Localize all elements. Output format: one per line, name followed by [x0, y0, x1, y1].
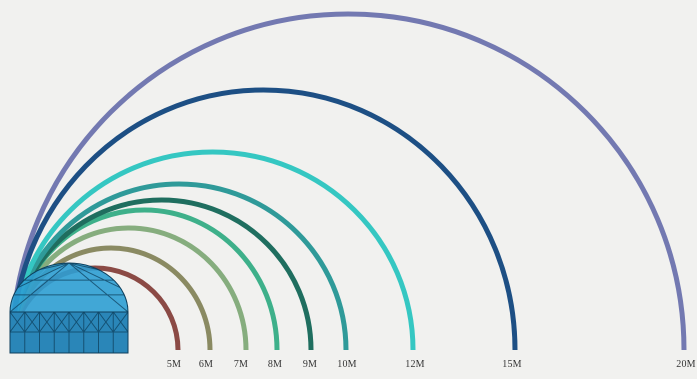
size-label-20m: 20M [676, 359, 696, 370]
size-label-6m: 6M [199, 359, 213, 370]
size-label-8m: 8M [268, 359, 282, 370]
geodesic-dome-icon [10, 263, 128, 353]
size-label-7m: 7M [234, 359, 248, 370]
size-label-9m: 9M [303, 359, 317, 370]
size-label-5m: 5M [167, 359, 181, 370]
size-label-10m: 10M [337, 359, 357, 370]
size-label-12m: 12M [405, 359, 425, 370]
size-label-15m: 15M [502, 359, 522, 370]
